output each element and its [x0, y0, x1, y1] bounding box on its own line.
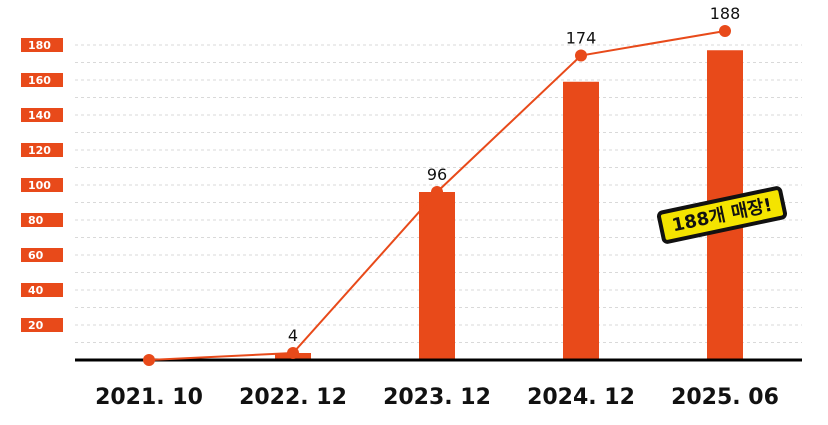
- y-tick: 60: [21, 248, 63, 262]
- data-point: [431, 186, 443, 198]
- y-tick: 100: [21, 178, 63, 192]
- bar: [419, 192, 455, 360]
- data-point: [143, 354, 155, 366]
- y-tick-badge: [21, 283, 63, 297]
- y-tick-label: 160: [28, 74, 51, 87]
- data-label: 4: [288, 326, 298, 345]
- x-tick-label: 2021. 10: [95, 385, 203, 410]
- data-point: [575, 49, 587, 62]
- y-tick-badge: [21, 143, 63, 157]
- data-point: [719, 25, 731, 37]
- y-tick-badge: [21, 38, 63, 52]
- y-tick-badge: [21, 248, 63, 262]
- y-tick-label: 120: [28, 144, 51, 157]
- y-tick-label: 80: [28, 214, 44, 227]
- y-tick-label: 140: [28, 109, 51, 122]
- data-label: 174: [566, 29, 597, 48]
- grid-lines: [75, 44, 802, 343]
- y-tick: 20: [21, 318, 63, 332]
- y-axis-ticks: 20 40 60 80 100 120 140 160 180: [21, 38, 63, 332]
- bar: [563, 81, 599, 360]
- data-label: 188: [710, 4, 741, 23]
- x-tick-label: 2024. 12: [527, 385, 635, 410]
- y-tick: 160: [21, 73, 63, 87]
- y-tick-label: 60: [28, 249, 44, 262]
- line-series: [143, 25, 731, 366]
- y-tick-badge: [21, 178, 63, 192]
- y-tick: 40: [21, 283, 63, 297]
- y-tick-badge: [21, 73, 63, 87]
- y-tick-label: 40: [28, 284, 44, 297]
- x-tick-label: 2022. 12: [239, 385, 347, 410]
- x-axis-labels: 2021. 10 2022. 12 2023. 12 2024. 12 2025. 06: [95, 385, 779, 410]
- y-tick: 140: [21, 108, 63, 122]
- data-labels: 4 96 174 188: [288, 4, 740, 345]
- y-tick-badge: [21, 108, 63, 122]
- y-tick: 180: [21, 38, 63, 52]
- y-tick-label: 180: [28, 39, 51, 52]
- y-tick: 120: [21, 143, 63, 157]
- y-tick-badge: [21, 318, 63, 332]
- data-point: [287, 347, 299, 359]
- callout-background: [656, 186, 788, 244]
- data-label: 96: [427, 165, 447, 184]
- x-tick-label: 2025. 06: [671, 385, 779, 410]
- y-tick: 80: [21, 213, 63, 227]
- y-tick-badge: [21, 213, 63, 227]
- y-tick-label: 100: [28, 179, 51, 192]
- bar-series: [275, 50, 743, 360]
- x-tick-label: 2023. 12: [383, 385, 491, 410]
- y-tick-label: 20: [28, 319, 44, 332]
